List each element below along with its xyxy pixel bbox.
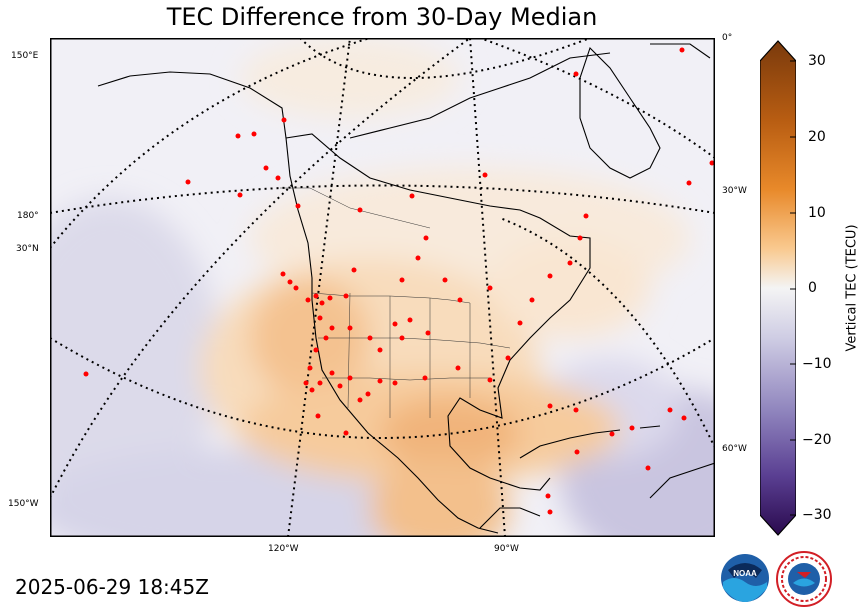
colorbar-tick: 30 xyxy=(808,53,826,69)
graticule-label-60w: 60°W xyxy=(722,444,747,454)
colorbar xyxy=(760,40,796,536)
colorbar-tick: 20 xyxy=(808,129,826,145)
colorbar-label: Vertical TEC (TECU) xyxy=(844,224,860,352)
tec-map xyxy=(50,38,715,537)
colorbar-tick: 10 xyxy=(808,205,826,221)
noaa-logo-icon: NOAA xyxy=(721,554,769,602)
graticule-label-180: 180° xyxy=(17,211,39,221)
graticule-label-30n: 30°N xyxy=(16,244,39,254)
gnss-stations xyxy=(83,47,715,515)
map-title: TEC Difference from 30-Day Median xyxy=(166,3,598,31)
graticule xyxy=(50,38,715,537)
colorbar-tick: 0 xyxy=(808,280,817,296)
tec-field xyxy=(50,38,715,537)
colorbar-tick: −10 xyxy=(802,356,832,372)
colorbar-tick: −20 xyxy=(802,432,832,448)
graticule-label-150e: 150°E xyxy=(11,51,39,61)
graticule-label-0: 0° xyxy=(722,33,733,43)
graticule-label-30w: 30°W xyxy=(722,186,747,196)
svg-text:NOAA: NOAA xyxy=(733,569,757,578)
coastlines xyxy=(97,43,715,534)
colorbar-tick: −30 xyxy=(802,507,832,523)
timestamp: 2025-06-29 18:45Z xyxy=(15,575,209,599)
graticule-label-90w: 90°W xyxy=(494,544,519,554)
graticule-label-150w: 150°W xyxy=(8,499,39,509)
graticule-label-120w: 120°W xyxy=(268,544,299,554)
nws-logo-icon xyxy=(776,551,832,607)
